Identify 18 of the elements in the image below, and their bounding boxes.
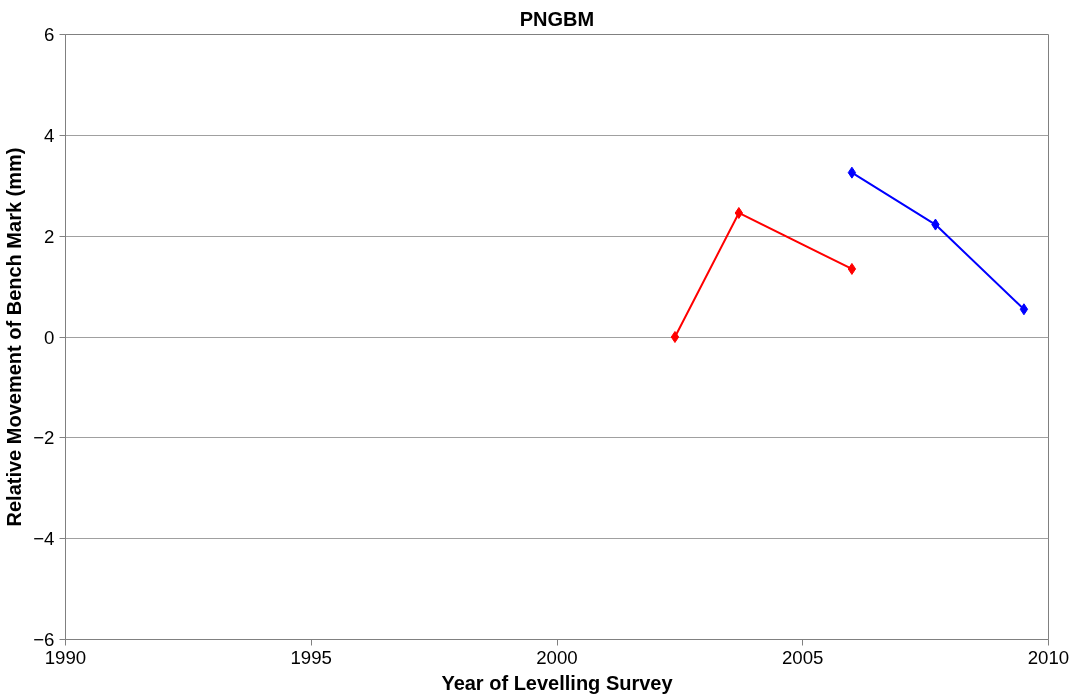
point	[847, 166, 857, 179]
x-tick-label: 1995	[290, 646, 333, 668]
y-tick-label: −4	[33, 528, 55, 550]
chart-title: PNGBM	[519, 7, 595, 30]
y-tick-label: 6	[44, 24, 55, 45]
x-tick-label: 2000	[536, 646, 578, 668]
point	[847, 262, 857, 275]
x-axis-title: Year of Levelling Survey	[441, 671, 674, 694]
y-axis-title: Relative Movement of Bench Mark (mm)	[3, 147, 26, 527]
point	[670, 331, 680, 343]
point	[734, 206, 744, 219]
y-tick-label: −2	[33, 427, 55, 449]
y-tick-label: 4	[44, 124, 55, 146]
y-tick-label: 0	[44, 326, 55, 348]
y-tick-label: 2	[44, 225, 55, 247]
x-tick-label: 2010	[1027, 646, 1070, 668]
x-tick-label: 2005	[782, 646, 824, 668]
point	[1019, 303, 1029, 316]
